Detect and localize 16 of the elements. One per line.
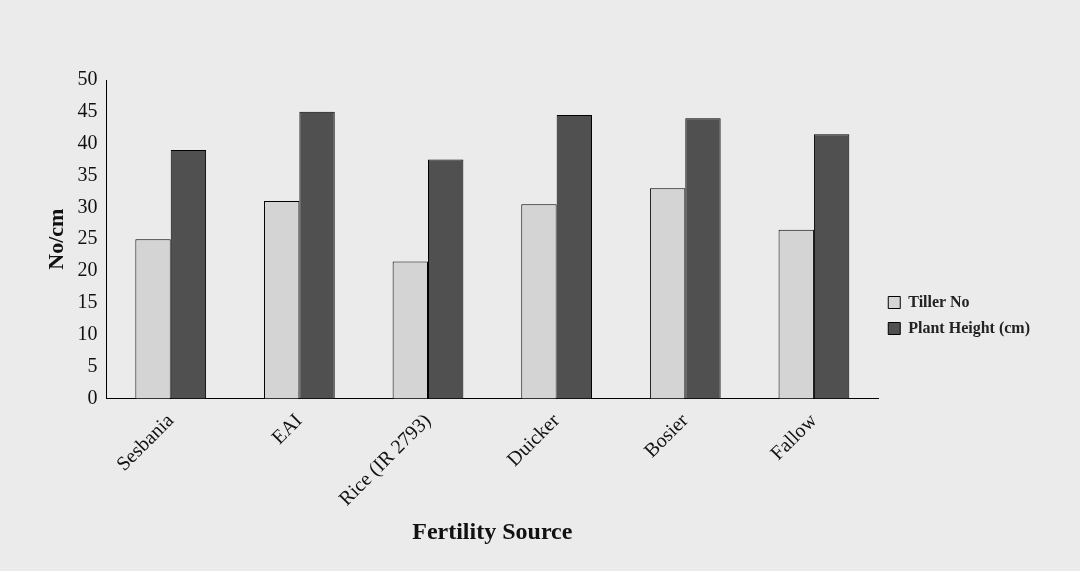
y-tick-label: 20 <box>77 258 98 281</box>
x-tick-label: EAI <box>266 408 306 448</box>
x-axis-title: Fertility Source <box>412 517 573 544</box>
y-tick-label: 30 <box>77 194 98 217</box>
legend-label: Plant Height (cm) <box>908 318 1030 337</box>
y-tick-label: 40 <box>77 130 98 153</box>
y-tick-label: 25 <box>77 226 98 249</box>
y-axis-title: No/cm <box>42 208 68 270</box>
y-tick-label: 10 <box>77 321 98 344</box>
legend-label: Tiller No <box>908 292 970 310</box>
y-tick-label: 35 <box>77 162 98 185</box>
y-tick-label: 50 <box>77 67 98 90</box>
y-tick-label: 45 <box>77 99 98 122</box>
y-tick-label: 5 <box>87 353 98 376</box>
y-tick-label: 0 <box>87 385 98 408</box>
y-tick-label: 15 <box>77 290 98 313</box>
